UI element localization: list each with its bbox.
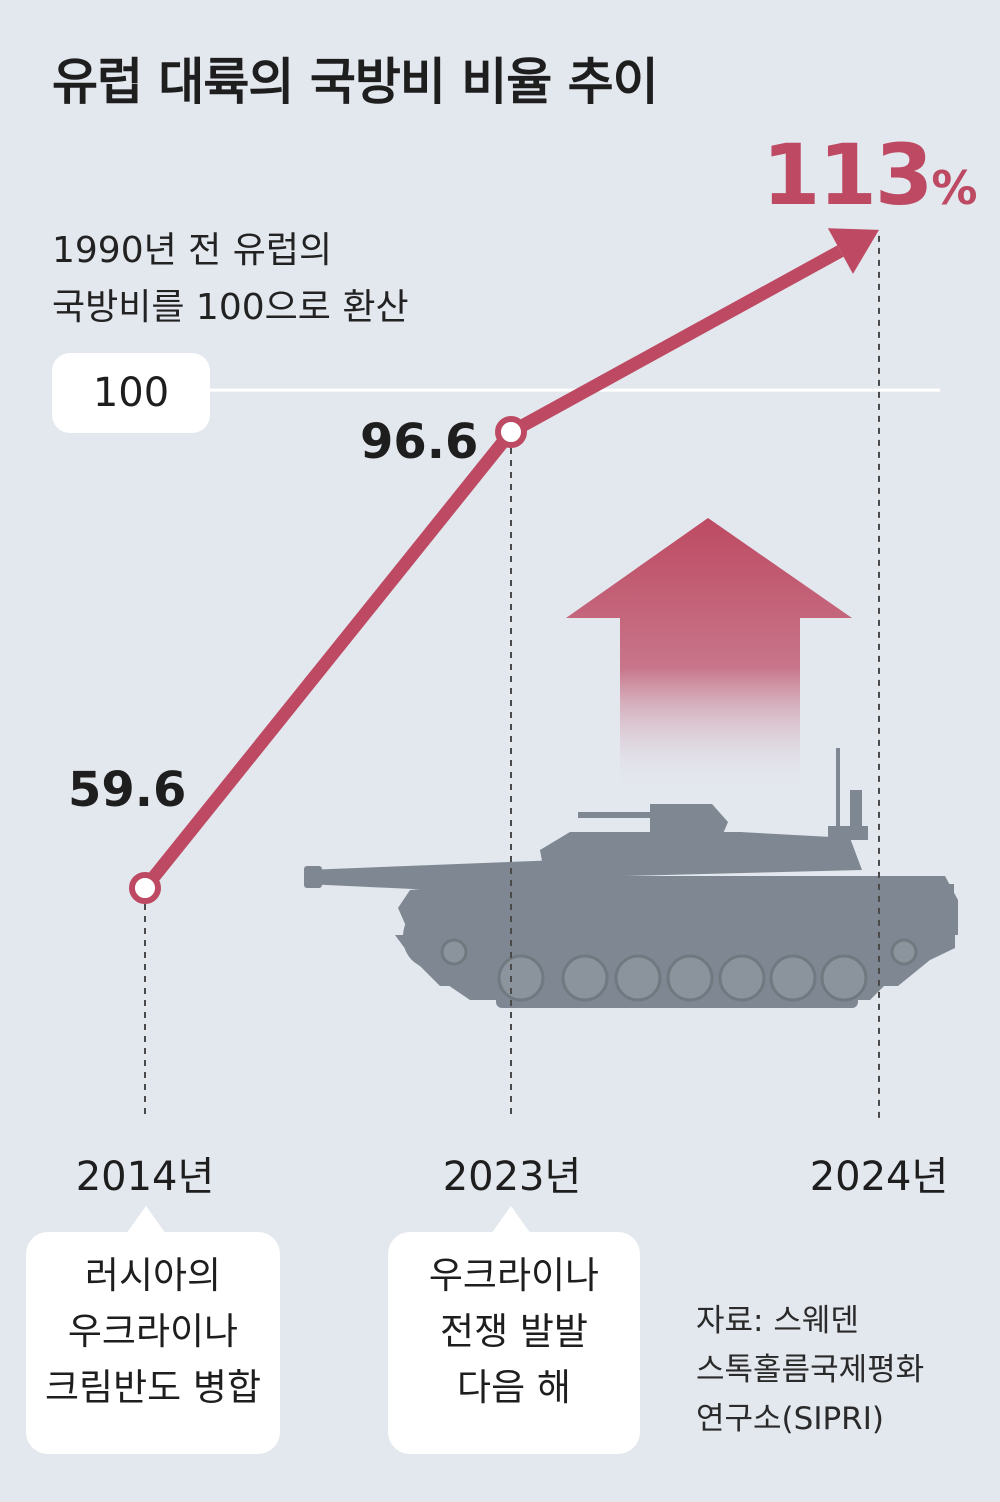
event-2023-line-2: 전쟁 발발 bbox=[440, 1310, 588, 1353]
data-point-2024-arrowhead bbox=[827, 228, 879, 274]
baseline-note-line-2: 국방비를 100으로 환산 bbox=[52, 287, 409, 328]
event-2014-line-2: 우크라이나 bbox=[67, 1310, 239, 1353]
x-tick-2024: 2024년 bbox=[809, 1154, 949, 1200]
data-label-2014: 59.6 bbox=[68, 762, 187, 818]
data-point-2014 bbox=[129, 872, 161, 904]
final-value-unit: % bbox=[931, 161, 978, 215]
source-line-1: 자료: 스웨덴 bbox=[696, 1303, 859, 1339]
data-point-2023 bbox=[495, 416, 527, 448]
data-label-2023: 96.6 bbox=[360, 414, 479, 470]
drop-lines bbox=[144, 235, 880, 1118]
source-line-2: 스톡홀름국제평화 bbox=[696, 1352, 925, 1388]
event-2023-line-3: 다음 해 bbox=[457, 1366, 571, 1409]
event-bubble-2014: 러시아의 우크라이나 크림반도 병합 bbox=[26, 1206, 280, 1454]
final-value-number: 113 bbox=[762, 126, 933, 224]
source-credit: 자료: 스웨덴 스톡홀름국제평화 연구소(SIPRI) bbox=[696, 1297, 924, 1444]
final-value-label: 113% bbox=[762, 126, 977, 224]
x-tick-2023: 2023년 bbox=[442, 1154, 582, 1200]
event-2023-line-1: 우크라이나 bbox=[428, 1254, 600, 1297]
event-2014-line-1: 러시아의 bbox=[84, 1254, 222, 1297]
baseline-note-line-1: 1990년 전 유럽의 bbox=[52, 230, 333, 271]
chart-title: 유럽 대륙의 국방비 비율 추이 bbox=[52, 53, 659, 111]
baseline-note: 1990년 전 유럽의 국방비를 100으로 환산 bbox=[52, 222, 409, 336]
series-line-group bbox=[129, 228, 879, 904]
tank-illustration bbox=[304, 748, 958, 1008]
up-arrow-icon bbox=[566, 518, 852, 790]
source-line-3: 연구소(SIPRI) bbox=[696, 1401, 884, 1437]
reference-label-box bbox=[52, 353, 210, 433]
event-bubble-2023: 우크라이나 전쟁 발발 다음 해 bbox=[388, 1206, 640, 1454]
reference-label: 100 bbox=[92, 370, 170, 416]
event-2014-line-3: 크림반도 병합 bbox=[44, 1366, 261, 1409]
x-tick-2014: 2014년 bbox=[75, 1154, 215, 1200]
